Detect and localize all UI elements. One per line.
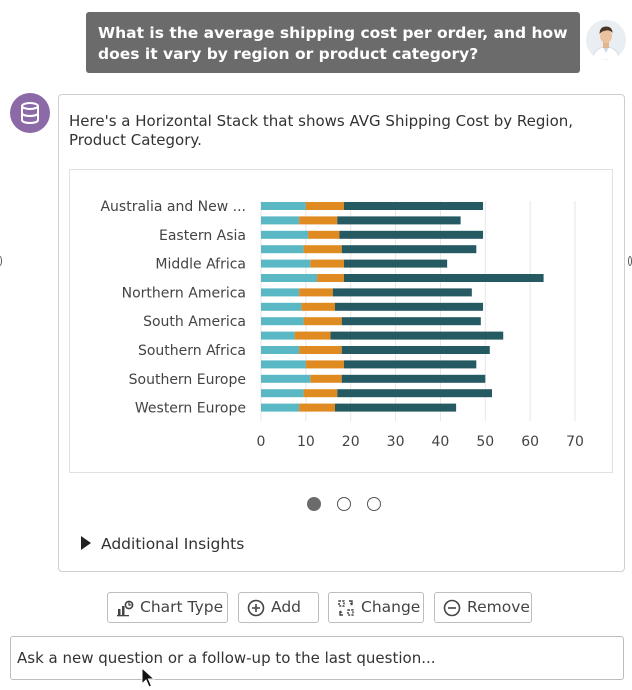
bar-segment[interactable] <box>261 230 309 239</box>
bar-segment[interactable] <box>339 230 484 239</box>
page-dot-2[interactable] <box>337 497 351 511</box>
bar-segment[interactable] <box>343 274 544 282</box>
question-input-placeholder: Ask a new question or a follow-up to the… <box>17 649 436 667</box>
category-label: Northern America <box>122 285 246 301</box>
mouse-cursor-icon <box>141 667 155 688</box>
add-label: Add <box>271 598 302 616</box>
bar-segment[interactable] <box>261 288 300 297</box>
horizontal-stacked-bar-chart[interactable]: Australia and New ... Eastern Asia Middle … <box>70 170 614 474</box>
bar-segment[interactable] <box>261 202 306 210</box>
bar-segment[interactable] <box>261 374 311 383</box>
user-avatar <box>586 20 626 60</box>
category-label: Western Europe <box>135 401 246 417</box>
additional-insights-toggle[interactable]: Additional Insights <box>81 535 244 557</box>
database-icon <box>21 102 39 125</box>
x-tick-label: 10 <box>297 434 315 450</box>
page-dot-1[interactable] <box>307 497 321 511</box>
bar-segment[interactable] <box>261 245 304 254</box>
bar-segment[interactable] <box>261 216 300 225</box>
category-label: Southern Africa <box>138 343 246 359</box>
user-message: What is the average shipping cost per or… <box>86 12 580 73</box>
minus-circle-icon <box>443 599 461 617</box>
bar-segment[interactable] <box>341 346 490 354</box>
category-label: Middle Africa <box>155 257 246 273</box>
plus-circle-icon <box>247 599 265 617</box>
bar-segment[interactable] <box>261 331 295 340</box>
additional-insights-label: Additional Insights <box>101 535 245 553</box>
chart-container[interactable]: Australia and New ... Eastern Asia Middle … <box>69 169 613 473</box>
bar-segment[interactable] <box>261 389 304 398</box>
bar-segment[interactable] <box>341 317 481 326</box>
bar-segment[interactable] <box>305 360 344 369</box>
left-edge-marker <box>0 256 2 266</box>
bar-segment[interactable] <box>337 216 461 225</box>
bar-segment[interactable] <box>337 389 493 398</box>
x-tick-label: 60 <box>521 434 539 450</box>
bar-segment[interactable] <box>308 230 340 239</box>
change-button[interactable]: Change <box>328 592 424 623</box>
bar-segment[interactable] <box>335 403 457 412</box>
bar-segment[interactable] <box>341 374 486 383</box>
bar-segment[interactable] <box>343 360 477 369</box>
bar-segment[interactable] <box>299 403 336 412</box>
swap-icon <box>338 600 354 616</box>
chart-type-icon <box>117 600 134 617</box>
bar-segment[interactable] <box>301 302 336 311</box>
assistant-message: Here's a Horizontal Stack that shows AVG… <box>69 112 574 149</box>
x-tick-label: 20 <box>342 434 360 450</box>
bar-segment[interactable] <box>261 317 304 326</box>
x-tick-label: 40 <box>432 434 450 450</box>
bar-segment[interactable] <box>261 346 300 354</box>
bar-segment[interactable] <box>294 331 331 340</box>
assistant-avatar <box>10 93 50 133</box>
remove-label: Remove <box>467 598 530 616</box>
bar-segment[interactable] <box>299 216 338 225</box>
add-button[interactable]: Add <box>238 592 319 623</box>
question-input[interactable]: Ask a new question or a follow-up to the… <box>10 636 624 680</box>
bar-segment[interactable] <box>303 389 338 398</box>
bar-segment[interactable] <box>299 346 342 354</box>
bar-segment[interactable] <box>330 331 504 340</box>
assistant-response-card: Here's a Horizontal Stack that shows AVG… <box>58 94 625 572</box>
category-label: South America <box>143 314 246 330</box>
change-label: Change <box>361 598 421 616</box>
remove-button[interactable]: Remove <box>434 592 532 623</box>
bar-segment[interactable] <box>303 245 342 254</box>
category-label: Eastern Asia <box>159 228 246 244</box>
bar-segment[interactable] <box>261 259 311 268</box>
bar-segment[interactable] <box>341 245 477 254</box>
page-dot-3[interactable] <box>367 497 381 511</box>
bar-segment[interactable] <box>261 302 302 311</box>
bar-segment[interactable] <box>332 288 472 297</box>
x-tick-label: 0 <box>257 434 266 450</box>
bar-segment[interactable] <box>261 274 318 282</box>
category-label: Australia and New ... <box>100 199 246 215</box>
bar-segment[interactable] <box>261 403 300 412</box>
x-tick-label: 70 <box>566 434 584 450</box>
user-photo-icon <box>586 20 626 60</box>
chart-type-button[interactable]: Chart Type <box>107 592 228 623</box>
bar-segment[interactable] <box>343 202 484 210</box>
bar-segment[interactable] <box>335 302 484 311</box>
bar-segment[interactable] <box>299 288 333 297</box>
bar-segment[interactable] <box>343 259 448 268</box>
bar-segment[interactable] <box>303 317 342 326</box>
category-label: Southern Europe <box>129 372 246 388</box>
x-tick-label: 50 <box>476 434 494 450</box>
bar-segment[interactable] <box>310 259 344 268</box>
chart-type-label: Chart Type <box>140 598 224 616</box>
caret-right-icon <box>81 535 91 550</box>
bar-segment[interactable] <box>310 374 342 383</box>
right-edge-marker <box>628 256 632 266</box>
bar-segment[interactable] <box>261 360 306 369</box>
bar-segment[interactable] <box>305 202 344 210</box>
bar-segment[interactable] <box>317 274 344 282</box>
x-tick-label: 30 <box>387 434 405 450</box>
